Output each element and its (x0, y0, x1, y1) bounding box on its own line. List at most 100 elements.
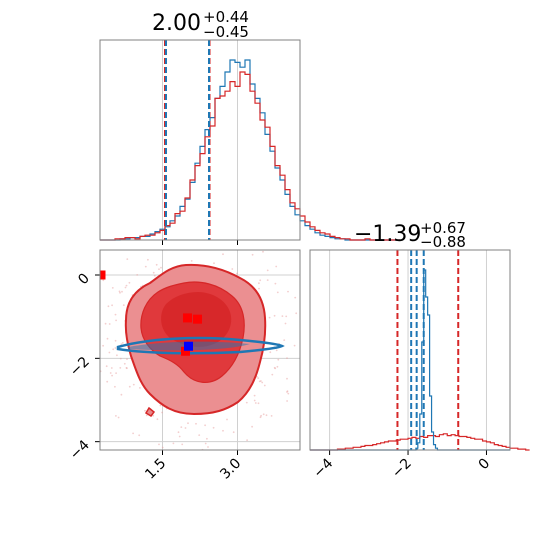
scatter-point (204, 424, 207, 427)
scatter-point (184, 427, 187, 429)
scatter-point (109, 372, 112, 374)
scatter-point (111, 304, 113, 307)
hist-param2-panel: −1.39 +0.67 −0.88 −4 −2 0 (309, 219, 530, 482)
scatter-point (253, 399, 256, 402)
hist-param1-panel: 2.00 +0.44 −0.45 (99, 8, 400, 245)
scatter-point (112, 348, 115, 351)
scatter-point (147, 258, 149, 261)
scatter-point (275, 349, 278, 352)
scatter-point (222, 429, 224, 432)
hist-param1-title-sup: +0.44 (203, 8, 249, 26)
scatter-point (94, 314, 96, 316)
scatter-point (153, 274, 156, 277)
contour-xtick-label: 1.5 (142, 456, 169, 483)
red-marker (193, 314, 202, 324)
scatter-point (125, 284, 128, 287)
scatter-point (115, 319, 117, 322)
scatter-point (195, 233, 197, 235)
scatter-point (232, 431, 235, 434)
scatter-point (125, 367, 128, 369)
scatter-point (276, 365, 279, 368)
hist-param2-series (310, 269, 510, 451)
scatter-point (236, 272, 238, 275)
scatter-point (258, 380, 261, 383)
scatter-point (152, 414, 155, 417)
scatter-point (115, 372, 117, 374)
scatter-point (102, 344, 104, 347)
scatter-point (106, 380, 109, 383)
scatter-point (177, 431, 180, 434)
scatter-point (195, 422, 197, 425)
scatter-point (294, 296, 297, 299)
scatter-point (259, 416, 262, 419)
scatter-point (161, 411, 164, 414)
scatter-point (106, 337, 109, 340)
hist-param1-frame (99, 39, 301, 241)
scatter-point (286, 400, 288, 402)
scatter-point (276, 291, 279, 294)
sample-scatter-points (90, 227, 298, 450)
scatter-point (158, 268, 160, 271)
scatter-point (110, 367, 113, 369)
scatter-point (158, 443, 160, 446)
scatter-point (139, 387, 141, 389)
scatter-point (274, 282, 277, 285)
scatter-point (121, 290, 123, 293)
scatter-point (187, 422, 189, 425)
scatter-point (262, 413, 265, 416)
scatter-point (240, 247, 242, 249)
hist-param2-title-main: −1.39 (354, 222, 421, 247)
contour-ytick-label: 0 (75, 271, 93, 289)
scatter-point (144, 265, 147, 268)
scatter-point (207, 446, 209, 448)
hist-param2-xtick-label: −2 (389, 456, 415, 482)
scatter-point (168, 240, 170, 242)
scatter-point (108, 323, 111, 325)
scatter-point (118, 290, 121, 293)
scatter-point (269, 351, 272, 354)
scatter-point (136, 274, 139, 276)
scatter-point (90, 368, 92, 370)
scatter-point (116, 354, 118, 357)
hist-param2-series (310, 433, 530, 451)
scatter-point (160, 266, 162, 269)
scatter-point (222, 253, 224, 256)
scatter-point (102, 279, 105, 282)
scatter-point (119, 357, 122, 360)
contour-panel: 1.5 3.0 0 −2 −4 (67, 227, 301, 483)
scatter-point (206, 437, 208, 440)
scatter-point (286, 377, 288, 380)
scatter-point (197, 227, 199, 229)
scatter-point (219, 231, 221, 233)
contour-ytick-label: −2 (67, 354, 93, 380)
hist-param2-title-sup: +0.67 (420, 219, 466, 237)
scatter-point (117, 416, 120, 419)
scatter-point (120, 343, 123, 346)
scatter-point (283, 339, 286, 341)
scatter-point (128, 385, 131, 388)
scatter-point (172, 442, 175, 445)
scatter-point (265, 414, 268, 417)
scatter-point (190, 260, 193, 262)
scatter-point (122, 304, 125, 306)
scatter-point (287, 392, 290, 395)
scatter-point (253, 243, 255, 245)
red-marker (183, 313, 192, 323)
scatter-point (115, 415, 117, 417)
scatter-point (104, 322, 107, 325)
scatter-point (204, 442, 207, 445)
scatter-point (287, 290, 289, 293)
scatter-point (107, 305, 110, 308)
scatter-point (270, 415, 273, 417)
hist-param1-title: 2.00 (152, 11, 201, 36)
scatter-point (286, 390, 289, 393)
scatter-point (251, 253, 254, 256)
scatter-point (254, 402, 257, 404)
hist-param2-title: −1.39 (354, 222, 421, 247)
hist-param2-frame (309, 249, 511, 451)
scatter-point (181, 443, 184, 446)
scatter-point (121, 342, 124, 344)
scatter-point (226, 418, 228, 421)
scatter-point (153, 246, 155, 248)
